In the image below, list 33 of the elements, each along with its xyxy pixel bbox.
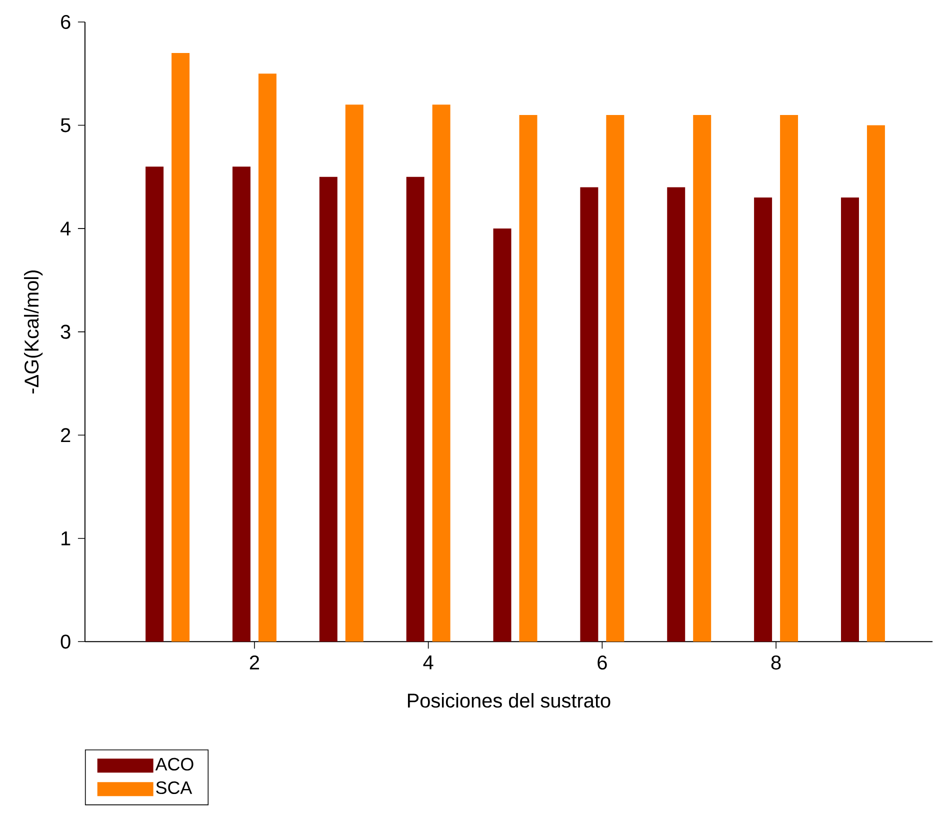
bar xyxy=(780,115,798,642)
bar xyxy=(258,74,276,642)
y-tick-label: 1 xyxy=(62,532,70,546)
y-tick-label: 4 xyxy=(60,222,71,236)
bar xyxy=(432,104,450,642)
x-tick-label: 6 xyxy=(598,656,607,670)
y-axis-title: -ΔG(Kcal/mol) xyxy=(24,270,43,394)
x-axis-title: Posiciones del sustrato xyxy=(408,693,610,708)
bar xyxy=(667,187,686,642)
bar xyxy=(693,115,712,642)
bar xyxy=(493,228,512,642)
bar xyxy=(146,166,164,642)
legend-label: ACO xyxy=(155,758,194,771)
bar xyxy=(606,115,624,642)
y-tick-label: 5 xyxy=(60,118,70,132)
bar xyxy=(866,125,885,642)
legend-label: SCA xyxy=(156,782,192,794)
x-tick-label: 8 xyxy=(771,656,781,670)
bar xyxy=(345,104,364,642)
bar xyxy=(319,177,338,642)
x-tick-label: 2 xyxy=(250,656,260,670)
y-tick-label: 6 xyxy=(61,15,70,30)
y-tick-label: 3 xyxy=(60,324,70,340)
bar xyxy=(172,53,190,642)
y-tick-label: 2 xyxy=(61,428,70,442)
bar xyxy=(580,187,598,642)
bar xyxy=(519,115,538,642)
bar xyxy=(840,198,859,642)
bar xyxy=(754,198,772,642)
bar xyxy=(232,166,250,642)
y-tick-label: 0 xyxy=(60,634,70,649)
bar xyxy=(406,177,424,642)
x-tick-label: 4 xyxy=(423,656,434,670)
